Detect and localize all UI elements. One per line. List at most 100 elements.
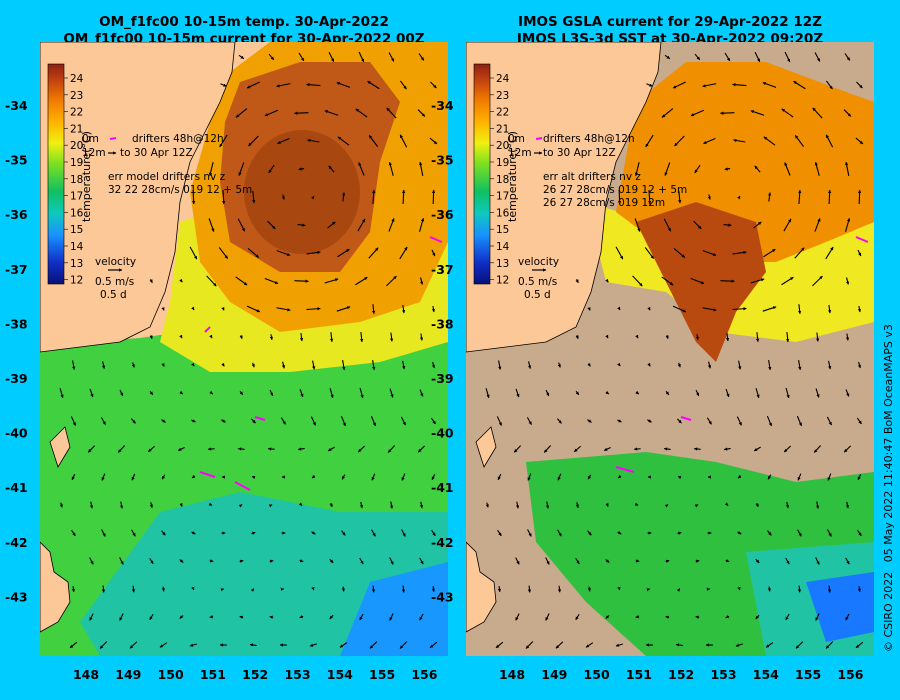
current-arrow [793, 80, 806, 90]
current-arrow [585, 642, 594, 648]
velocity-label: velocity [95, 256, 136, 268]
current-arrow [368, 247, 379, 259]
err-line3: 26 27 28cm/s 019 12m [543, 197, 665, 209]
current-arrow [401, 304, 406, 314]
current-arrow [419, 557, 424, 565]
drifter-label-b: 12m [82, 147, 106, 159]
velocity-scale: velocity 0.5 m/s 0.5 d [518, 256, 559, 301]
current-arrow [794, 135, 805, 147]
current-arrow [324, 110, 339, 116]
current-arrow [327, 446, 335, 452]
current-arrow [767, 474, 772, 480]
colorbar-tick-label: 24 [496, 73, 510, 85]
current-arrow [310, 416, 316, 426]
current-arrow [605, 278, 609, 283]
drifter-track [429, 236, 443, 243]
eddy-inner [244, 130, 360, 254]
current-arrow [797, 585, 802, 593]
current-arrow [119, 501, 124, 509]
current-arrow [498, 360, 502, 370]
current-arrow [389, 332, 394, 342]
current-arrow [371, 529, 376, 537]
current-arrow [294, 279, 309, 283]
current-arrow [386, 275, 397, 287]
current-arrow [587, 530, 592, 536]
current-arrow [337, 136, 350, 146]
current-arrow [723, 447, 731, 451]
current-arrow [209, 559, 214, 563]
current-arrow [336, 82, 351, 88]
current-arrow [298, 502, 303, 506]
longitude-label: 150 [158, 667, 184, 682]
current-arrow [753, 446, 761, 452]
current-arrow [845, 613, 850, 621]
current-arrow [755, 388, 760, 399]
current-arrow [526, 417, 532, 425]
current-arrow [515, 557, 520, 565]
current-arrow [429, 641, 438, 649]
current-arrow [209, 390, 214, 395]
current-arrow [781, 276, 794, 286]
current-arrow [527, 361, 532, 369]
current-arrow [673, 248, 686, 258]
current-arrow [341, 474, 346, 480]
velocity-time: 0.5 d [100, 289, 127, 301]
current-arrow [209, 334, 213, 339]
colorbar-tick-label: 23 [70, 90, 83, 102]
current-arrow [399, 80, 407, 90]
current-arrow [785, 501, 790, 509]
current-arrow [401, 529, 406, 537]
drifter-tracks [199, 236, 443, 491]
current-arrow [557, 529, 562, 537]
ocean-blue-region [806, 572, 874, 642]
current-arrow [101, 361, 106, 369]
current-arrow [399, 641, 408, 649]
current-arrow [191, 306, 195, 311]
current-arrow [222, 189, 226, 205]
current-arrow [237, 447, 245, 451]
current-arrow [635, 615, 640, 619]
longitude-label: 156 [411, 667, 437, 682]
coast-tasmania [40, 541, 71, 633]
current-arrow [389, 613, 394, 621]
current-arrow [59, 388, 64, 399]
right-map-panel: 24 23 22 21 20 19 18 17 16 15 14 13 12 temperature(°… [466, 42, 874, 656]
current-arrow [89, 501, 94, 509]
current-arrow [723, 223, 732, 227]
current-arrow [327, 221, 336, 229]
current-arrow [725, 559, 730, 563]
map-field [466, 42, 874, 656]
current-arrow [587, 363, 591, 367]
current-arrow [130, 418, 136, 424]
current-arrow [525, 641, 534, 649]
current-arrow [755, 332, 760, 343]
current-arrow [735, 643, 744, 647]
colorbar-tick-label: 20 [496, 140, 509, 152]
longitude-label: 153 [710, 667, 736, 682]
current-arrow [737, 195, 741, 200]
current-arrow [311, 195, 315, 200]
current-arrow [855, 137, 864, 145]
current-arrow [306, 307, 321, 311]
current-arrow [720, 279, 735, 283]
current-arrow [725, 332, 730, 342]
current-arrow [119, 613, 124, 621]
coast-island [475, 426, 497, 468]
current-arrow [431, 586, 436, 593]
longitude-label: 153 [284, 667, 310, 682]
current-arrow [556, 418, 562, 424]
colorbar-tick-labels: 24 23 22 21 20 19 18 17 16 15 14 13 12 [490, 73, 510, 287]
drifter-line1: drifters 48h@12h [543, 133, 635, 145]
current-arrow [129, 641, 138, 649]
colorbar-tick-label: 21 [496, 123, 509, 135]
current-arrow [702, 83, 717, 88]
current-arrow [617, 419, 622, 423]
current-arrow [329, 614, 334, 620]
current-arrow [299, 332, 304, 342]
current-arrow [815, 613, 820, 621]
longitude-label: 151 [200, 667, 226, 682]
current-arrow [370, 415, 376, 427]
current-arrow [238, 504, 243, 508]
current-arrow [419, 277, 424, 285]
current-arrow [845, 333, 850, 341]
